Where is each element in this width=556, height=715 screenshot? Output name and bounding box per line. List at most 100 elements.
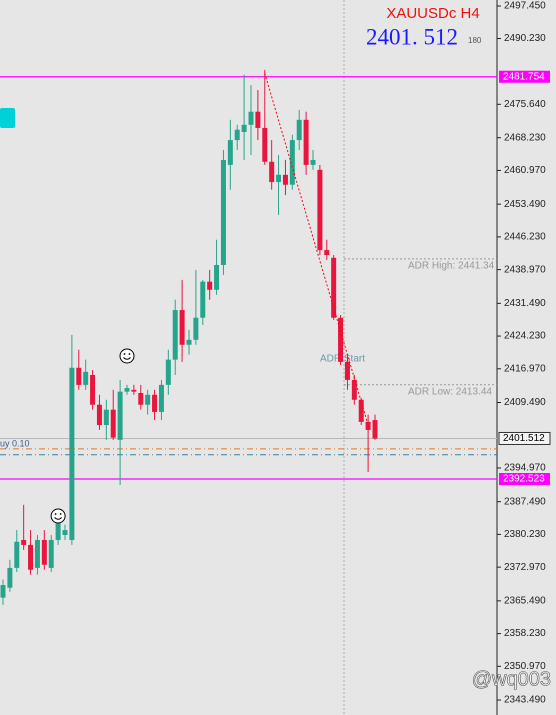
candle-body xyxy=(220,159,226,265)
candle-body xyxy=(331,257,337,318)
y-tick-label: 2446.230 xyxy=(504,232,546,243)
candle-body xyxy=(138,392,144,405)
candle-body xyxy=(289,140,295,185)
candle-body xyxy=(48,539,54,568)
candle-body xyxy=(165,359,171,385)
candle-body xyxy=(34,539,40,568)
candle-body xyxy=(282,174,288,185)
candle-body xyxy=(214,264,220,290)
price-label-box xyxy=(498,431,551,445)
candle-body xyxy=(310,159,316,165)
candle-body xyxy=(21,539,27,545)
candle-body xyxy=(276,174,282,183)
y-tick-label: 2343.490 xyxy=(504,695,546,706)
candle-body xyxy=(241,124,247,132)
candle-body xyxy=(255,111,261,128)
candle-body xyxy=(227,140,233,165)
y-tick-label: 2416.970 xyxy=(504,363,546,374)
candle-body xyxy=(269,161,275,183)
candle-body xyxy=(117,391,123,440)
smiley-eye xyxy=(123,353,126,355)
candle-body xyxy=(365,421,371,430)
y-tick-label: 2358.230 xyxy=(504,628,546,639)
candle-body xyxy=(172,310,178,360)
candle-body xyxy=(262,127,268,162)
candle-body xyxy=(193,317,199,340)
candle-body xyxy=(110,409,116,438)
candle-body xyxy=(124,388,130,392)
candle-body xyxy=(7,567,13,588)
y-tick-label: 2497.450 xyxy=(504,1,546,12)
candle-body xyxy=(131,389,137,392)
candle-body xyxy=(324,250,330,256)
y-tick-label: 2460.970 xyxy=(504,165,546,176)
price-label: 2392.523 xyxy=(503,474,545,485)
candle-body xyxy=(0,585,6,598)
y-tick-label: 2380.230 xyxy=(504,529,546,540)
smiley-eye xyxy=(54,513,57,515)
candle-body xyxy=(28,544,34,570)
candle-body xyxy=(338,317,344,362)
candle-body xyxy=(90,374,96,405)
price-display: 2401. 512 xyxy=(366,24,458,49)
candle-body xyxy=(69,367,75,540)
candle-body xyxy=(62,530,68,535)
y-tick-label: 2475.640 xyxy=(504,99,546,110)
y-tick-label: 2468.230 xyxy=(504,132,546,143)
y-tick-label: 2490.230 xyxy=(504,33,546,44)
y-tick-label: 2453.490 xyxy=(504,199,546,210)
candle-body xyxy=(96,404,102,426)
candle-body xyxy=(248,111,254,125)
candle-body xyxy=(344,361,350,380)
adr-label: ADR Low: 2413.44 xyxy=(408,386,492,397)
candle-body xyxy=(55,521,61,540)
candle-body xyxy=(207,281,213,290)
y-tick-label: 2409.490 xyxy=(504,397,546,408)
chart-title: XAUUSDc H4 xyxy=(386,5,479,22)
smiley-eye xyxy=(128,353,131,355)
candle-body xyxy=(303,119,309,165)
y-tick-label: 2372.970 xyxy=(504,562,546,573)
y-tick-label: 2438.970 xyxy=(504,264,546,275)
y-tick-label: 2424.230 xyxy=(504,331,546,342)
candle-body xyxy=(358,399,364,422)
price-label: 2481.754 xyxy=(503,71,545,82)
candle-body xyxy=(103,409,109,426)
y-tick-label: 2431.490 xyxy=(504,298,546,309)
smiley-icon xyxy=(50,508,66,524)
order-label: uy 0.10 xyxy=(0,438,30,448)
price-label-box xyxy=(499,70,550,83)
price-label: 2401.512 xyxy=(503,433,545,444)
smiley-mouth xyxy=(123,357,131,360)
candle-body xyxy=(76,367,82,385)
candle-body xyxy=(83,371,89,385)
candle-body xyxy=(41,539,47,565)
y-tick-label: 2365.490 xyxy=(504,596,546,607)
candle-body xyxy=(186,339,192,345)
spread: 180 xyxy=(468,36,482,45)
adr-label: ADR High: 2441.34 xyxy=(408,261,495,272)
price-label-box xyxy=(499,472,550,485)
y-tick-label: 2394.970 xyxy=(504,463,546,474)
panel-button[interactable] xyxy=(0,108,15,128)
candle-body xyxy=(14,541,20,568)
y-tick-label: 2350.970 xyxy=(504,661,546,672)
candle-body xyxy=(372,420,378,439)
y-tick-label: 2387.490 xyxy=(504,496,546,507)
candle-body xyxy=(145,394,151,405)
candle-body xyxy=(351,379,357,400)
smiley-eye xyxy=(59,513,62,515)
candle-body xyxy=(152,394,158,412)
candle-body xyxy=(179,310,185,345)
smiley-mouth xyxy=(54,517,62,520)
candle-body xyxy=(234,129,240,141)
candle-body xyxy=(158,384,164,412)
watermark: @wq003 xyxy=(472,668,551,690)
candle-body xyxy=(296,119,302,141)
smiley-icon xyxy=(119,348,135,364)
trendline xyxy=(264,73,369,426)
candle-body xyxy=(317,169,323,251)
candle-body xyxy=(200,281,206,318)
